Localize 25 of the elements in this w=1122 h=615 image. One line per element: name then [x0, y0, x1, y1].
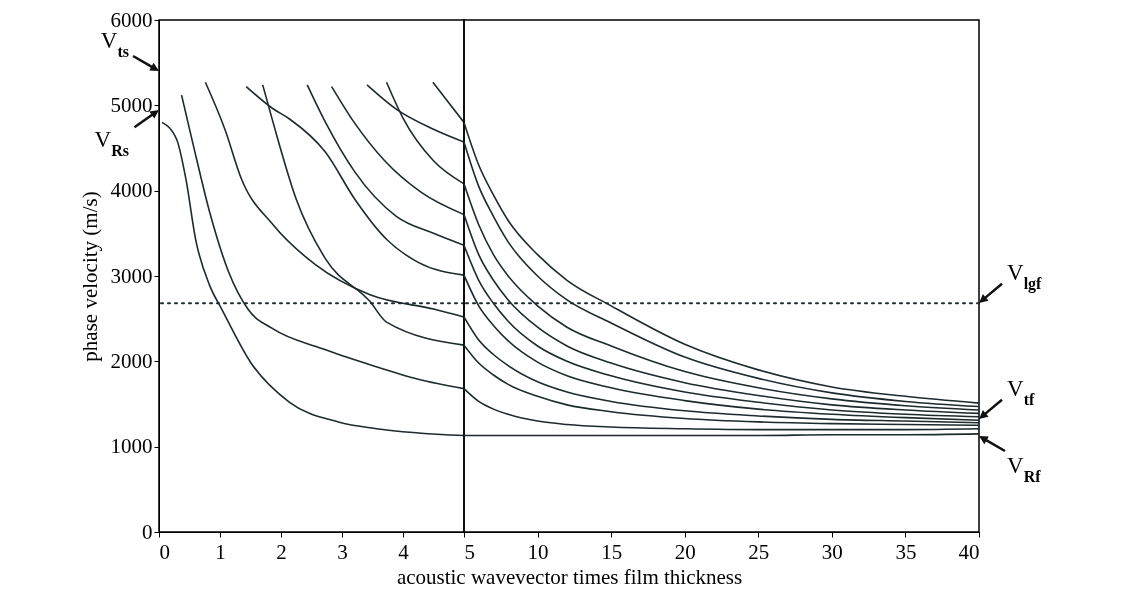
text: V$_{Rs}$ — [94, 127, 129, 159]
y-tick-label: 1000 — [110, 434, 153, 459]
text: V$_{Rf}$ — [1007, 453, 1042, 485]
x-tick-label: 0 — [159, 539, 170, 564]
y-tick-label: 4000 — [110, 178, 153, 203]
x-tick-label: 4 — [398, 539, 410, 564]
x-tick-label: 5 — [464, 539, 475, 564]
y-tick-label: 5000 — [110, 92, 153, 117]
x-tick-label: 2 — [276, 539, 287, 564]
x-tick-label: 15 — [601, 539, 623, 564]
y-tick-label: 3000 — [110, 263, 153, 288]
y-axis-title: phase velocity (m/s) — [77, 191, 102, 362]
text: V$_{lgf}$ — [1007, 260, 1043, 293]
x-axis-title: acoustic wavevector times film thickness — [396, 564, 743, 589]
x-tick-label: 1 — [215, 539, 226, 564]
y-tick-label: 2000 — [110, 348, 153, 373]
x-tick-label: 35 — [895, 539, 917, 564]
x-tick-label: 3 — [337, 539, 348, 564]
x-tick-label: 40 — [958, 539, 980, 564]
x-tick-label: 25 — [748, 539, 770, 564]
y-tick-label: 0 — [142, 519, 153, 544]
text: V$_{tf}$ — [1007, 376, 1035, 408]
x-tick-label: 10 — [527, 539, 549, 564]
x-tick-label: 30 — [821, 539, 843, 564]
x-tick-label: 20 — [674, 539, 696, 564]
